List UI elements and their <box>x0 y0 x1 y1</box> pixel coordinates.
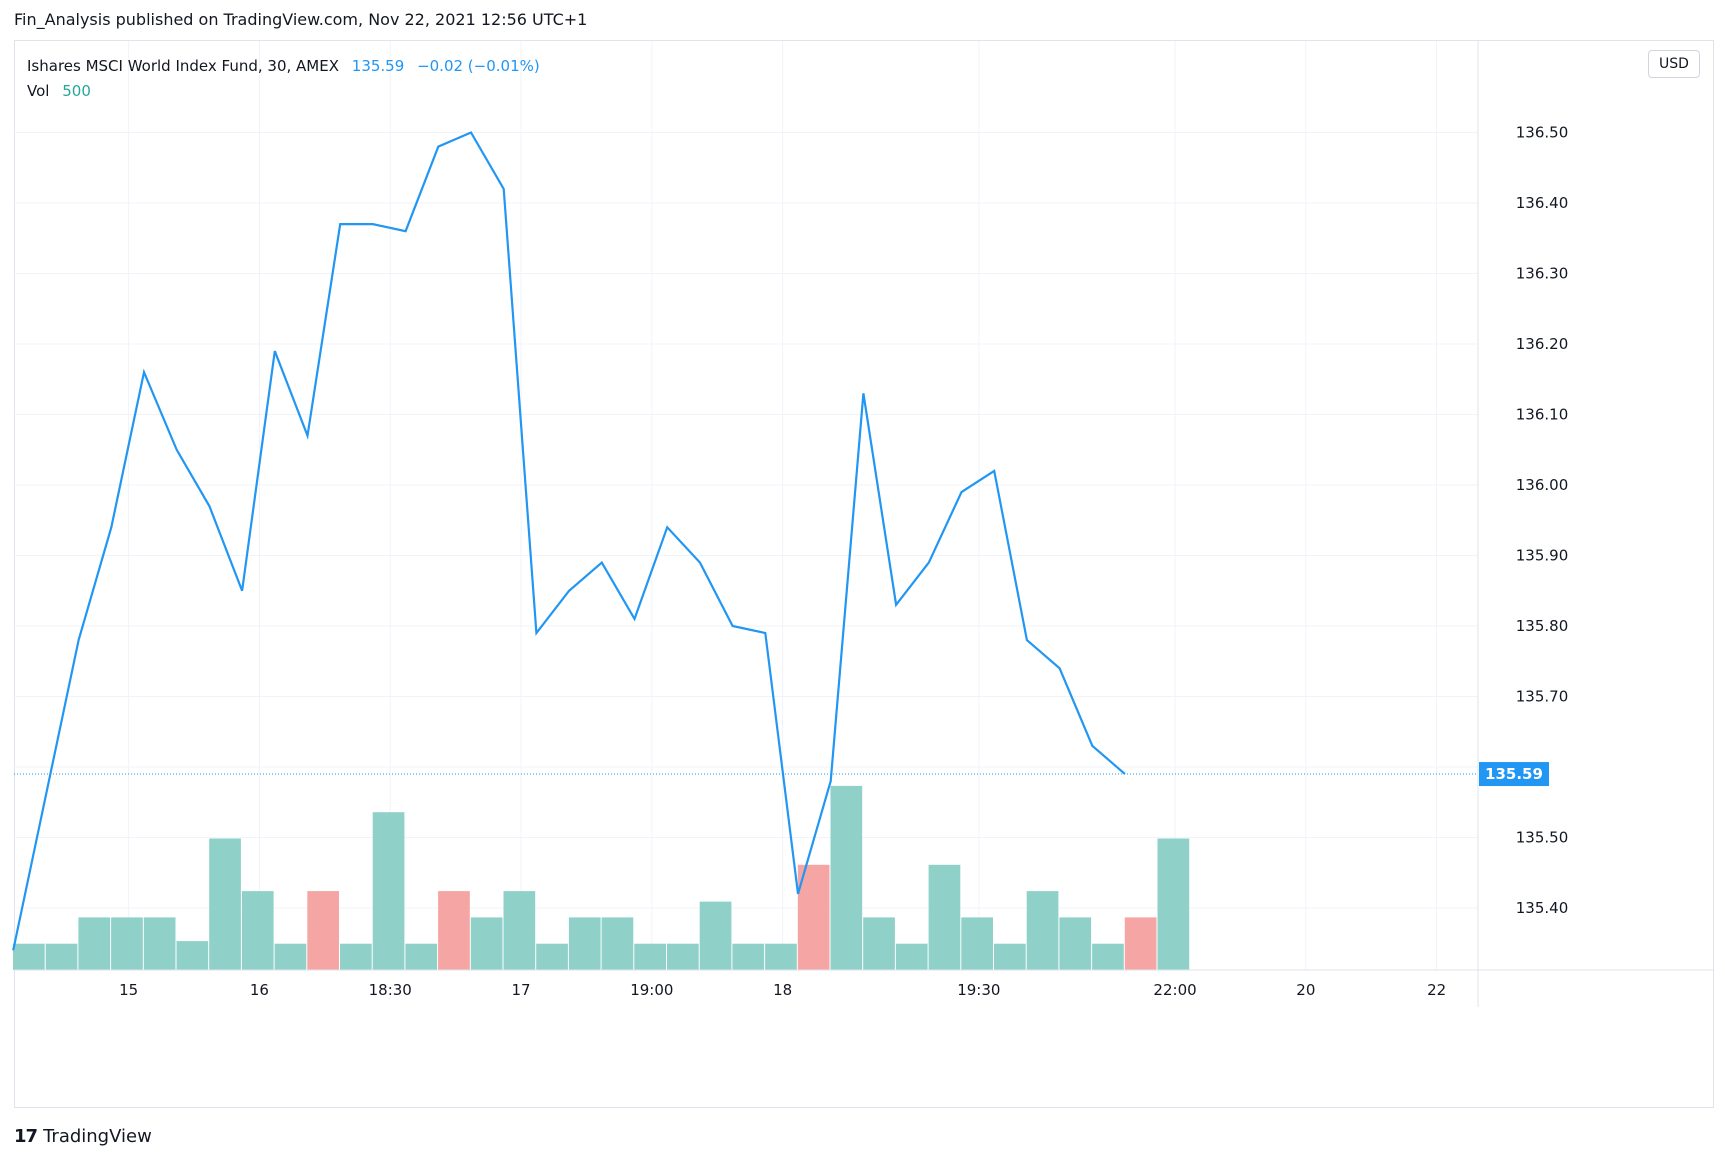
volume-bar <box>1059 917 1092 970</box>
volume-bars <box>13 785 1190 970</box>
grid <box>14 41 1478 970</box>
volume-bar <box>405 943 438 970</box>
y-tick-label: 135.80 <box>1516 617 1569 635</box>
y-tick-label: 136.00 <box>1516 476 1569 494</box>
volume-bar <box>209 838 241 970</box>
last-price-label: 135.59 <box>1485 765 1543 783</box>
y-tick-label: 135.70 <box>1516 688 1569 706</box>
volume-bar <box>78 917 111 970</box>
legend-change: −0.02 (−0.01%) <box>417 57 540 75</box>
x-tick-label: 19:00 <box>630 981 673 999</box>
volume-bar <box>176 941 209 970</box>
y-tick-label: 136.40 <box>1516 194 1569 212</box>
volume-bar <box>699 901 732 970</box>
volume-bar <box>765 943 797 970</box>
volume-bar <box>961 917 993 970</box>
legend-vol-label: Vol <box>27 82 50 100</box>
last-price-label-box <box>1479 762 1549 787</box>
volume-bar <box>241 891 274 970</box>
volume-bar <box>111 917 143 970</box>
volume-bar <box>503 891 536 970</box>
tradingview-logo[interactable]: 17 TradingView <box>14 1123 152 1149</box>
x-tick-label: 17 <box>511 981 530 999</box>
axes: 135.40 135.50 135.70 135.80 135.90 136.00 136.… <box>14 41 1714 1007</box>
volume-bar <box>895 943 928 970</box>
x-tick-label: 16 <box>250 981 269 999</box>
volume-bar <box>830 785 863 970</box>
volume-bar <box>307 891 339 970</box>
volume-bar <box>274 943 307 970</box>
volume-bar <box>994 943 1026 970</box>
volume-bar <box>797 864 830 970</box>
volume-bar <box>732 943 765 970</box>
price-line <box>12 131 1126 951</box>
volume-bar <box>13 943 45 970</box>
x-tick-label: 20 <box>1296 981 1315 999</box>
legend-volume-row[interactable]: Vol 500 <box>27 79 540 104</box>
y-tick-label: 136.10 <box>1516 406 1569 424</box>
x-tick-label: 18:30 <box>369 981 412 999</box>
legend: Ishares MSCI World Index Fund, 30, AMEX … <box>27 54 540 104</box>
volume-bar <box>601 917 634 970</box>
volume-bar <box>667 943 699 970</box>
x-tick-label: 18 <box>773 981 792 999</box>
volume-bar <box>1026 891 1059 970</box>
legend-price: 135.59 <box>351 57 405 75</box>
currency-badge[interactable]: USD <box>1648 50 1700 78</box>
x-tick-label: 22:00 <box>1153 981 1196 999</box>
tradingview-logo-icon: 17 <box>14 1125 38 1147</box>
y-tick-label: 135.40 <box>1516 899 1569 917</box>
x-tick-label: 22 <box>1427 981 1446 999</box>
chart-frame[interactable] <box>14 40 1714 1108</box>
volume-bar <box>45 943 78 970</box>
x-tick-label: 15 <box>119 981 138 999</box>
volume-bar <box>438 891 470 970</box>
y-tick-label: 135.50 <box>1516 829 1569 847</box>
volume-bar <box>634 943 666 970</box>
legend-symbol: Ishares MSCI World Index Fund, 30, AMEX <box>27 57 339 75</box>
publisher-header: Fin_Analysis published on TradingView.co… <box>14 10 588 29</box>
y-tick-label: 136.50 <box>1516 124 1569 142</box>
price-line-series <box>12 131 1478 951</box>
legend-symbol-row[interactable]: Ishares MSCI World Index Fund, 30, AMEX … <box>27 54 540 79</box>
volume-bar <box>143 917 176 970</box>
volume-bar <box>470 917 503 970</box>
volume-bar <box>1157 838 1190 970</box>
volume-bar <box>568 917 601 970</box>
y-tick-label: 136.20 <box>1516 335 1569 353</box>
volume-bar <box>863 917 895 970</box>
volume-bar <box>372 812 405 970</box>
volume-bar <box>340 943 372 970</box>
legend-vol-value: 500 <box>62 82 91 100</box>
y-tick-label: 135.90 <box>1516 547 1569 565</box>
volume-bar <box>928 864 961 970</box>
y-tick-label: 136.30 <box>1516 265 1569 283</box>
x-tick-label: 19:30 <box>957 981 1000 999</box>
volume-bar <box>536 943 568 970</box>
tradingview-brand-name: TradingView <box>43 1125 152 1147</box>
volume-bar <box>1092 943 1124 970</box>
volume-bar <box>1124 917 1157 970</box>
